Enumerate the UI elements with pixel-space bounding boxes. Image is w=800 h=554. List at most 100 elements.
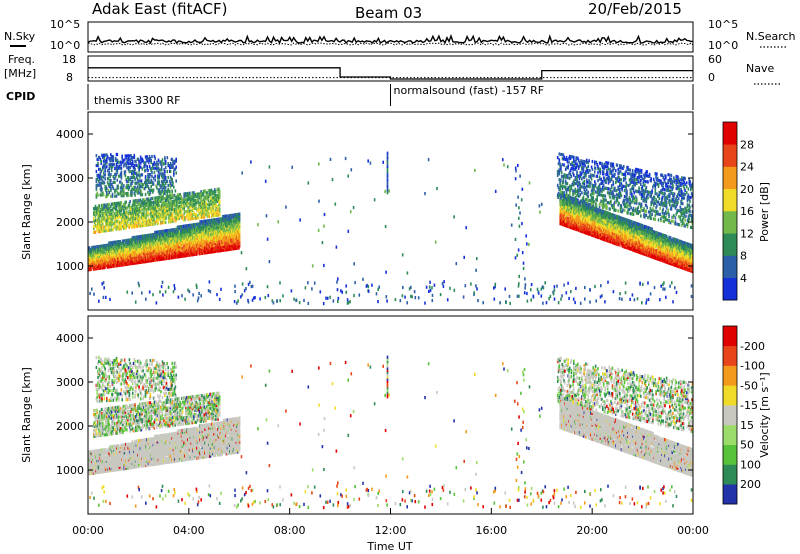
power-cell-6079 bbox=[151, 201, 153, 204]
nave-label: Nave bbox=[746, 62, 774, 75]
power-cell-7405 bbox=[97, 162, 99, 165]
noise-left-tick-top: 10^5 bbox=[50, 18, 80, 31]
power-cell-6007 bbox=[148, 211, 150, 214]
power-cell-6216 bbox=[158, 204, 160, 207]
cpid-label: CPID bbox=[6, 90, 35, 103]
power-cell-5539 bbox=[123, 209, 125, 212]
power-cell-4962 bbox=[93, 217, 95, 220]
power-cell-4957 bbox=[93, 225, 95, 228]
power-cell-6950 bbox=[199, 208, 201, 211]
radar-title: Adak East (fitACF) bbox=[92, 0, 227, 18]
power-cell-5877 bbox=[141, 208, 143, 211]
power-cell-4951 bbox=[239, 213, 241, 216]
power-cell-5084 bbox=[100, 214, 102, 217]
power-cell-5164 bbox=[104, 204, 106, 207]
power-cell-7141 bbox=[208, 213, 210, 216]
freq-right-tick-top: 60 bbox=[708, 53, 722, 66]
power-cell-7395 bbox=[97, 194, 99, 197]
power-cell-7281 bbox=[215, 190, 217, 193]
power-cell-5336 bbox=[112, 222, 114, 225]
freq-label-line1: Freq. bbox=[8, 53, 35, 66]
power-cell-5804 bbox=[137, 207, 139, 210]
power-cell-5371 bbox=[114, 202, 116, 205]
power-cell-6850 bbox=[193, 217, 195, 220]
noise-right-label: N.Search bbox=[746, 30, 796, 43]
power-cell-5764 bbox=[136, 221, 138, 224]
power-cell-7196 bbox=[211, 189, 213, 192]
power-cell-6863 bbox=[193, 191, 195, 194]
power-cell-6094 bbox=[152, 197, 154, 200]
power-cell-5780 bbox=[137, 225, 139, 228]
power-cell-6068 bbox=[150, 197, 152, 200]
power-cell-6393 bbox=[168, 201, 170, 204]
power-cell-7573 bbox=[108, 177, 110, 180]
noise-right-tick-top: 10^5 bbox=[708, 18, 738, 31]
power-cell-6396 bbox=[168, 195, 170, 198]
power-cell-7113 bbox=[207, 203, 209, 206]
cpid-program-2: normalsound (fast) -157 RF bbox=[394, 84, 545, 97]
power-cell-5276 bbox=[109, 229, 111, 232]
freq-right-tick-bottom: 0 bbox=[708, 71, 715, 84]
power-cell-7492 bbox=[103, 193, 105, 196]
power-cell-7469 bbox=[101, 187, 103, 190]
noise-panel-frame bbox=[88, 22, 693, 52]
freq-left-tick-top: 18 bbox=[62, 53, 76, 66]
power-cell-7498 bbox=[103, 164, 105, 167]
power-cell-4991 bbox=[95, 215, 97, 218]
power-cell-7504 bbox=[104, 181, 106, 184]
power-cell-6459 bbox=[172, 218, 174, 221]
power-cell-7531 bbox=[104, 154, 106, 157]
noise-search-trace bbox=[88, 43, 693, 45]
power-cell-6018 bbox=[148, 197, 150, 200]
power-cell-5275 bbox=[108, 203, 110, 206]
noise-sky-trace bbox=[88, 36, 693, 43]
power-cell-5603 bbox=[126, 210, 128, 213]
power-cell-7381 bbox=[96, 154, 98, 157]
power-cell-4228 bbox=[220, 217, 222, 220]
power-cell-7551 bbox=[106, 165, 108, 168]
power-cell-5593 bbox=[125, 201, 127, 204]
power-cell-6933 bbox=[198, 216, 200, 219]
rti-figure: Adak East (fitACF) Beam 03 20/Feb/2015 N… bbox=[0, 0, 800, 554]
power-cell-7415 bbox=[98, 168, 100, 171]
power-cell-7454 bbox=[100, 182, 102, 185]
power-cell-7459 bbox=[100, 170, 102, 173]
power-cell-4983 bbox=[95, 231, 97, 234]
power-cell-7565 bbox=[107, 169, 109, 172]
power-cell-6790 bbox=[189, 192, 191, 195]
noise-right-tick-bottom: 10^0 bbox=[708, 39, 738, 52]
power-cell-3580 bbox=[203, 240, 205, 243]
power-cell-6648 bbox=[182, 214, 184, 217]
power-cell-5656 bbox=[129, 200, 131, 203]
freq-left-tick-bottom: 8 bbox=[66, 71, 73, 84]
power-cell-5692 bbox=[132, 208, 134, 211]
power-cell-5093 bbox=[100, 224, 102, 227]
power-cell-7288 bbox=[216, 204, 218, 207]
power-cell-6683 bbox=[184, 210, 186, 213]
power-cell-7367 bbox=[219, 190, 221, 193]
date-title: 20/Feb/2015 bbox=[588, 0, 682, 18]
freq-label-line2: [MHz] bbox=[4, 67, 36, 80]
noise-left-tick-bottom: 10^0 bbox=[50, 39, 80, 52]
power-cell-5301 bbox=[110, 209, 112, 212]
beam-title: Beam 03 bbox=[355, 4, 422, 22]
cpid-program-1: themis 3300 RF bbox=[94, 94, 181, 107]
power-cell-5672 bbox=[131, 224, 133, 227]
power-cell-5830 bbox=[139, 217, 141, 220]
power-cell-6320 bbox=[165, 221, 167, 224]
power-cell-5497 bbox=[121, 201, 123, 204]
power-cell-5630 bbox=[129, 218, 131, 221]
power-cell-6190 bbox=[158, 222, 160, 225]
power-cell-7549 bbox=[106, 187, 108, 190]
power-cell-7378 bbox=[96, 170, 98, 173]
power-cell-7519 bbox=[104, 177, 106, 180]
power-cell-5901 bbox=[143, 220, 145, 223]
noise-left-label: N.Sky bbox=[4, 30, 36, 43]
power-cell-5139 bbox=[103, 226, 105, 229]
power-cell-7139 bbox=[208, 189, 210, 192]
power-cell-5072 bbox=[99, 204, 101, 207]
power-cell-7359 bbox=[219, 199, 221, 202]
power-cell-7521 bbox=[104, 173, 106, 176]
power-cell-7471 bbox=[101, 176, 103, 179]
power-cell-7462 bbox=[100, 160, 102, 163]
